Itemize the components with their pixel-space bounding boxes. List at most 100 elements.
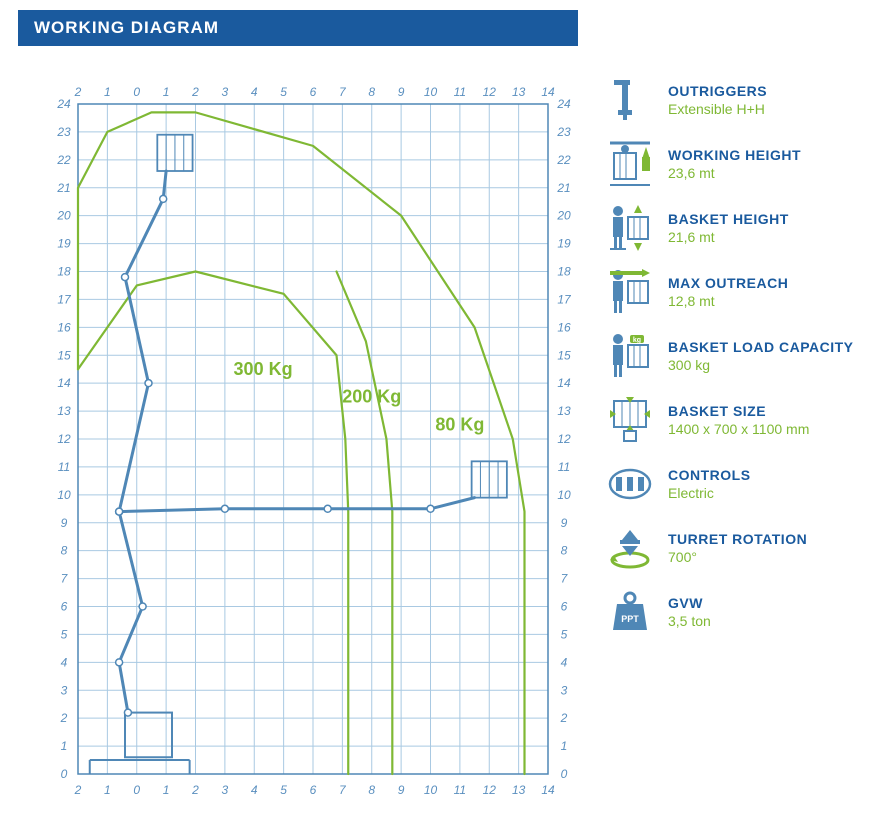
svg-text:10: 10 (424, 85, 438, 99)
svg-text:14: 14 (557, 376, 571, 390)
title-bar: WORKING DIAGRAM (18, 10, 578, 46)
spec-value: 21,6 mt (668, 228, 789, 246)
svg-text:22: 22 (56, 153, 71, 167)
svg-text:15: 15 (57, 348, 71, 362)
working-diagram-chart: 2101234567891011121314210123456789101112… (18, 74, 578, 819)
svg-text:2: 2 (60, 711, 68, 725)
svg-text:6: 6 (61, 600, 68, 614)
spec-label: BASKET LOAD CAPACITY (668, 338, 854, 356)
spec-label: TURRET ROTATION (668, 530, 807, 548)
spec-text: MAX OUTREACH 12,8 mt (668, 274, 788, 310)
svg-text:2: 2 (560, 711, 568, 725)
spec-text: TURRET ROTATION 700° (668, 530, 807, 566)
svg-text:20: 20 (556, 209, 571, 223)
svg-text:4: 4 (61, 655, 68, 669)
svg-text:0: 0 (561, 767, 568, 781)
svg-text:8: 8 (368, 783, 375, 797)
svg-text:2: 2 (74, 783, 82, 797)
svg-text:4: 4 (251, 85, 258, 99)
spec-text: OUTRIGGERS Extensible H+H (668, 82, 767, 118)
svg-text:12: 12 (57, 432, 71, 446)
weight-icon: PPT (608, 590, 652, 634)
spec-label: BASKET HEIGHT (668, 210, 789, 228)
svg-text:kg: kg (633, 337, 641, 344)
svg-text:23: 23 (556, 125, 571, 139)
spec-basket_height: BASKET HEIGHT 21,6 mt (608, 206, 860, 250)
outrigger-icon (608, 78, 652, 122)
svg-text:13: 13 (557, 404, 571, 418)
svg-text:12: 12 (557, 432, 571, 446)
svg-text:80 Kg: 80 Kg (435, 415, 484, 435)
svg-text:21: 21 (56, 181, 70, 195)
svg-text:1: 1 (163, 783, 170, 797)
svg-text:300 Kg: 300 Kg (234, 359, 293, 379)
svg-text:3: 3 (222, 783, 229, 797)
spec-text: GVW 3,5 ton (668, 594, 711, 630)
svg-text:17: 17 (57, 292, 72, 306)
svg-text:200 Kg: 200 Kg (342, 387, 401, 407)
basket-size-icon (608, 398, 652, 442)
svg-text:12: 12 (483, 85, 497, 99)
svg-text:7: 7 (61, 572, 69, 586)
svg-text:1: 1 (104, 783, 111, 797)
svg-text:13: 13 (57, 404, 71, 418)
svg-text:8: 8 (61, 544, 68, 558)
svg-text:PPT: PPT (621, 614, 639, 624)
svg-text:9: 9 (398, 85, 405, 99)
svg-text:19: 19 (557, 237, 571, 251)
svg-text:12: 12 (483, 783, 497, 797)
basket-height-icon (608, 206, 652, 250)
spec-working_height: WORKING HEIGHT 23,6 mt (608, 142, 860, 186)
outreach-icon (608, 270, 652, 314)
svg-text:6: 6 (561, 600, 568, 614)
spec-value: 1400 x 700 x 1100 mm (668, 420, 809, 438)
spec-text: BASKET SIZE 1400 x 700 x 1100 mm (668, 402, 809, 438)
spec-value: 700° (668, 548, 807, 566)
svg-text:1: 1 (163, 85, 170, 99)
svg-text:24: 24 (556, 97, 571, 111)
svg-text:23: 23 (56, 125, 71, 139)
spec-turret_rotation: TURRET ROTATION 700° (608, 526, 860, 570)
svg-text:14: 14 (541, 85, 555, 99)
svg-text:22: 22 (556, 153, 571, 167)
spec-value: 23,6 mt (668, 164, 801, 182)
spec-outriggers: OUTRIGGERS Extensible H+H (608, 78, 860, 122)
svg-text:11: 11 (558, 460, 570, 474)
spec-controls: CONTROLS Electric (608, 462, 860, 506)
svg-text:10: 10 (557, 488, 571, 502)
svg-text:7: 7 (339, 85, 347, 99)
svg-text:18: 18 (557, 265, 571, 279)
svg-text:6: 6 (310, 85, 317, 99)
svg-text:19: 19 (57, 237, 71, 251)
svg-text:14: 14 (541, 783, 555, 797)
svg-text:5: 5 (61, 627, 68, 641)
spec-label: MAX OUTREACH (668, 274, 788, 292)
svg-text:10: 10 (424, 783, 438, 797)
svg-text:4: 4 (251, 783, 258, 797)
svg-text:4: 4 (561, 655, 568, 669)
svg-text:13: 13 (512, 85, 526, 99)
spec-value: Electric (668, 484, 751, 502)
svg-text:0: 0 (133, 85, 140, 99)
svg-text:9: 9 (561, 516, 568, 530)
svg-text:5: 5 (280, 783, 287, 797)
spec-text: BASKET LOAD CAPACITY 300 kg (668, 338, 854, 374)
svg-text:11: 11 (454, 783, 466, 797)
svg-text:8: 8 (561, 544, 568, 558)
svg-text:7: 7 (339, 783, 347, 797)
svg-text:11: 11 (58, 460, 70, 474)
spec-value: 12,8 mt (668, 292, 788, 310)
svg-text:6: 6 (310, 783, 317, 797)
svg-text:3: 3 (561, 683, 568, 697)
svg-text:10: 10 (57, 488, 71, 502)
rotation-icon (608, 526, 652, 570)
spec-label: BASKET SIZE (668, 402, 809, 420)
svg-text:17: 17 (557, 292, 572, 306)
spec-text: CONTROLS Electric (668, 466, 751, 502)
svg-text:2: 2 (191, 783, 199, 797)
svg-text:11: 11 (454, 85, 466, 99)
spec-value: 300 kg (668, 356, 854, 374)
svg-text:24: 24 (56, 97, 71, 111)
spec-label: GVW (668, 594, 711, 612)
load-kg-icon: kg (608, 334, 652, 378)
